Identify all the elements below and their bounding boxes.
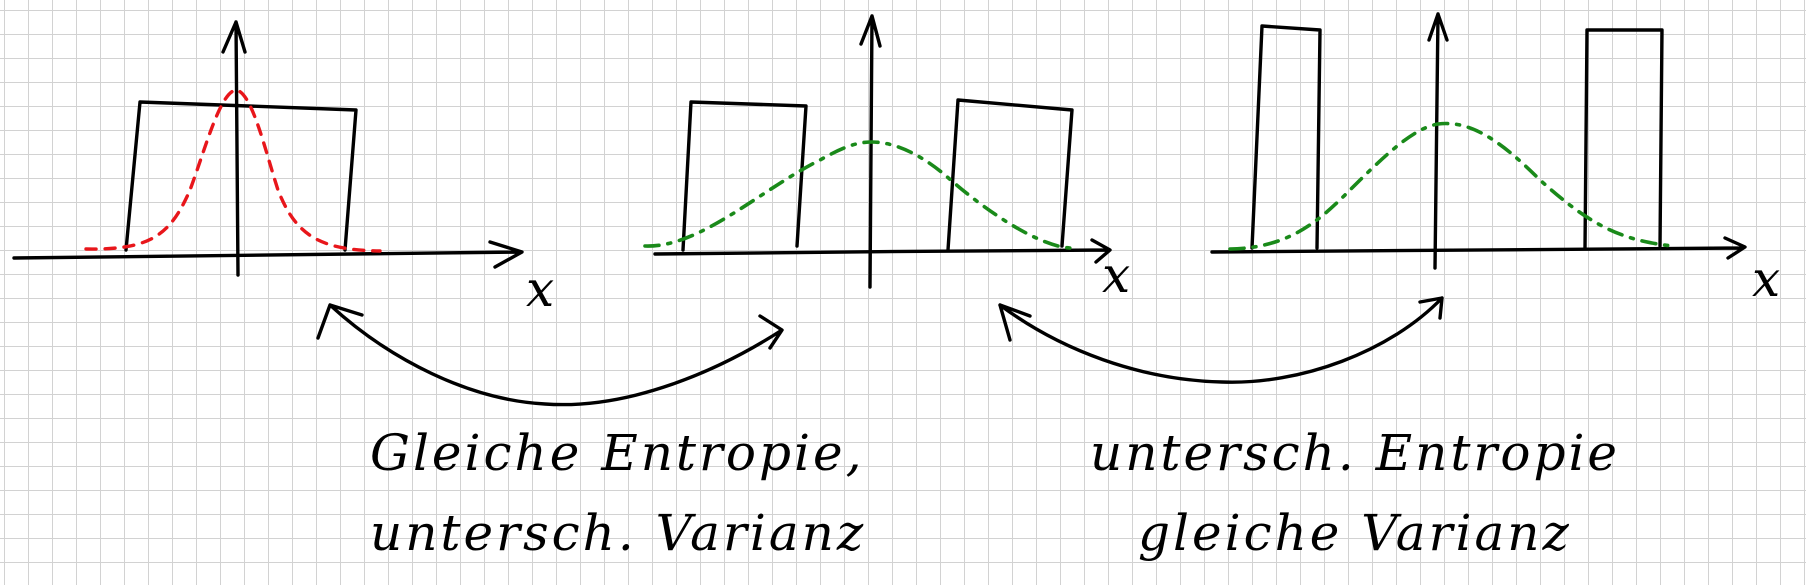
x-label-1: x (526, 260, 557, 318)
caption-left-line1: Gleiche Entropie, (370, 424, 864, 482)
caption-right: untersch. Entropie gleiche Varianz (1090, 424, 1620, 562)
caption-left-line2: untersch. Varianz (370, 504, 866, 562)
comparison-arrow-right (998, 296, 1444, 384)
uniform-box-2-left (681, 100, 808, 252)
panel-3: x (1210, 12, 1783, 308)
uniform-box-2-right (946, 98, 1074, 252)
y-axis-3 (1427, 12, 1449, 270)
comparison-arrow-left (316, 303, 784, 407)
x-label-2: x (1102, 246, 1133, 304)
uniform-box-1 (124, 100, 358, 252)
narrow-density-curve (84, 88, 382, 253)
y-axis-1 (221, 20, 247, 277)
y-axis-2 (859, 14, 882, 289)
x-label-3: x (1752, 250, 1783, 308)
caption-left: Gleiche Entropie, untersch. Varianz (370, 424, 866, 562)
caption-right-line1: untersch. Entropie (1090, 424, 1620, 482)
uniform-box-3-left (1250, 24, 1322, 250)
x-axis-3 (1210, 236, 1747, 260)
wide-density-curve-2 (1228, 121, 1674, 251)
caption-right-line2: gleiche Varianz (1138, 504, 1572, 562)
uniform-box-3-right (1583, 28, 1664, 250)
panel-2: x (643, 14, 1133, 304)
panel-1: x (12, 20, 557, 318)
x-axis-1 (12, 240, 524, 269)
wide-density-curve-1 (643, 140, 1072, 250)
x-axis-2 (653, 238, 1112, 264)
